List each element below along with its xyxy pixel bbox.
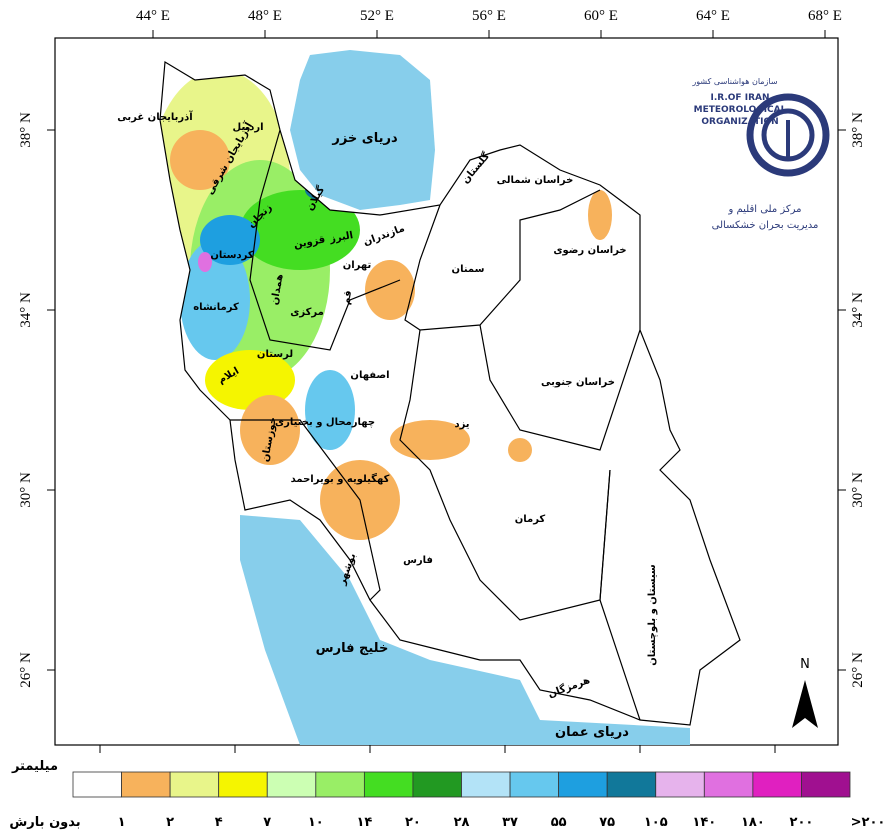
province-label: خراسان رضوی [553,245,626,256]
legend-label: ۷ [263,815,271,830]
north-label: N [800,657,810,672]
province-label: مرکزی [290,307,324,318]
legend-label: بدون بارش [9,815,80,830]
latitude-label: 34° N [18,292,34,328]
legend-swatch [363,771,414,798]
legend-label: ۲۸ [454,815,470,830]
province-label: کرمان [515,514,546,525]
province-label: قزوین [293,234,326,250]
org-en: METEOROLOGICAL [694,105,787,115]
water-label: خلیج فارس [316,641,389,656]
province-label: خراسان جنوبی [541,377,615,388]
legend-swatch [315,771,365,798]
legend-label: ۱۴۰ [692,815,716,830]
legend-swatch [752,771,802,798]
legend-label: ۱۰ [308,815,324,830]
longitude-label: 52° E [360,8,394,24]
legend-label: >۲۰۰ [851,815,886,830]
legend-label: ۵۵ [551,815,567,830]
latitude-label: 38° N [850,112,866,148]
legend-label: ۳۷ [502,815,518,830]
legend-swatch [121,771,171,798]
province-label: یزد [454,419,469,430]
province-label: اصفهان [350,370,389,381]
province-label: سیستان و بلوچستان [647,564,658,666]
legend-swatch [606,771,657,798]
legend-swatch [509,771,560,798]
legend-label: ۲ [166,815,174,830]
province-label: کرمانشاه [193,302,239,313]
longitude-label: 64° E [696,8,730,24]
latitude-label: 26° N [850,652,866,688]
water-label: دریای خزر [331,131,398,146]
province-label: فارس [403,555,433,566]
legend-swatch [461,771,511,798]
longitude-label: 68° E [808,8,842,24]
center-fa: مدیریت بحران خشکسالی [712,220,819,231]
legend-swatch [266,771,317,798]
legend-label: ۲۰ [405,815,421,830]
center-fa: مرکز ملی اقلیم و [727,204,801,215]
logo: سازمان هواشناسی کشور I.R.OF IRAN METEORO… [691,77,830,231]
province-label: سمنان [452,264,485,275]
province-label: البرز [328,230,354,245]
legend-label: ۱ [118,815,126,830]
legend-swatch [218,771,268,798]
legend-label: ۱۰۵ [644,815,668,830]
longitude-label: 48° E [248,8,282,24]
longitude-label: 56° E [472,8,506,24]
province-label: خراسان شمالی [497,175,574,186]
legend-swatch [169,771,220,798]
latitude-label: 30° N [18,472,34,508]
legend-label: ۲۰۰ [790,815,814,830]
legend-label: ۱۴ [356,815,372,830]
org-en: ORGANIZATION [701,117,778,127]
province-label: قم [341,290,354,306]
legend-unit: میلیمتر [11,759,58,774]
legend-swatch [412,771,462,798]
legend-label: ۷۵ [599,815,615,830]
latitude-label: 30° N [850,472,866,508]
water [240,50,690,745]
legend-swatch [72,771,122,798]
province-label: کهگیلویه و بویراحمد [291,472,390,485]
longitude-label: 60° E [584,8,618,24]
province-label: همدان [269,273,285,306]
province-label: اردبیل [232,122,263,133]
org-en: I.R.OF IRAN [711,93,770,103]
province-label: چهارمحال و بختیاری [275,417,375,428]
province-label: کردستان [210,250,254,261]
longitude-label: 44° E [136,8,170,24]
org-fa: سازمان هواشناسی کشور [691,77,777,86]
legend-swatch [558,771,608,798]
legend-swatch [655,771,705,798]
legend-swatch [703,771,754,798]
province-borders [159,61,741,726]
province-label: تهران [343,260,372,271]
legend-label: ۱۸۰ [741,815,765,830]
latitude-label: 34° N [850,292,866,328]
province-label: آذربایجان غربی [117,110,193,123]
latitude-label: 26° N [18,652,34,688]
north-arrow: N [792,657,818,728]
province-label: لرستان [257,349,293,360]
legend-label: ۴ [215,815,223,830]
latitude-label: 38° N [18,112,34,148]
legend-swatch [801,771,851,798]
water-label: دریای عمان [555,725,629,740]
